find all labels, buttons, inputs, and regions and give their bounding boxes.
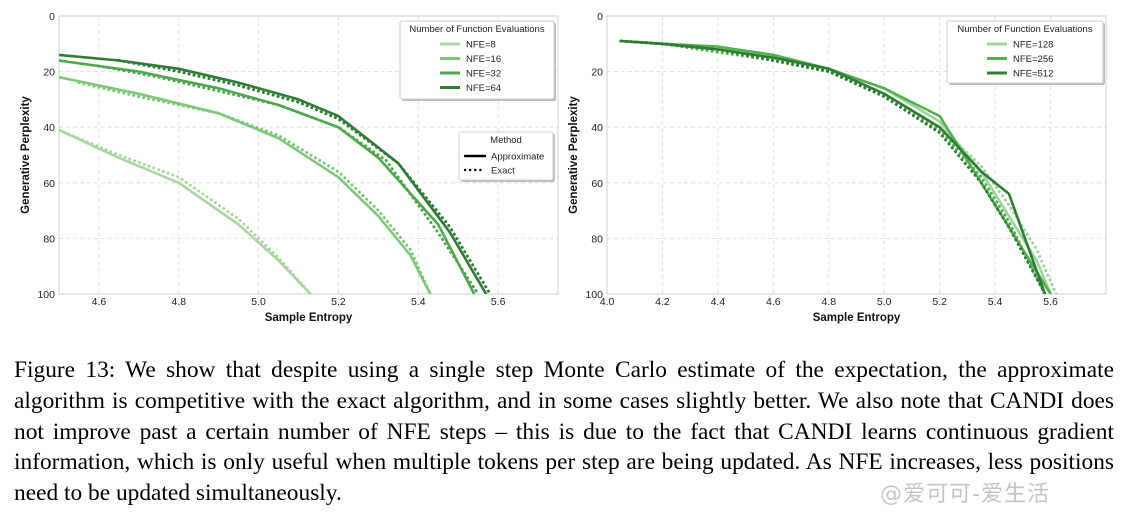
y-axis-label: Generative Perplexity <box>568 96 580 214</box>
x-tick-label: 4.0 <box>600 296 615 308</box>
x-tick-label: 4.8 <box>821 296 836 308</box>
y-tick-label: 60 <box>43 178 55 190</box>
legend-entry-nfe-64: NFE=64 <box>466 83 501 94</box>
series-group <box>59 53 492 294</box>
x-axis-label: Sample Entropy <box>813 312 901 324</box>
y-tick-label: 40 <box>43 122 55 134</box>
series-line-nfe-16-exact <box>77 81 432 294</box>
legend-entry-nfe-8: NFE=8 <box>466 40 496 51</box>
x-axis-label: Sample Entropy <box>265 312 353 324</box>
watermark: @爱可可-爱生活 <box>880 482 1050 507</box>
legend-entry-approximate: Approximate <box>491 152 544 163</box>
y-tick-label: 0 <box>597 11 603 23</box>
y-tick-label: 100 <box>37 289 55 301</box>
legend-method: Method Approximate Exact <box>458 131 555 182</box>
legend-entry-exact: Exact <box>491 166 515 177</box>
x-tick-label: 4.8 <box>171 296 186 308</box>
legend-title: Number of Function Evaluations <box>409 24 544 35</box>
legend-title: Method <box>490 135 522 146</box>
series-line-nfe-256-approximate <box>619 39 1052 294</box>
series-line-nfe-8-exact <box>59 128 312 294</box>
series-line-nfe-512-exact <box>619 39 1047 294</box>
legend-title: Number of Function Evaluations <box>957 24 1092 35</box>
series-line-nfe-32-approximate <box>59 59 476 294</box>
series-group <box>619 39 1058 294</box>
y-tick-label: 20 <box>591 67 603 79</box>
plot-frame <box>606 15 1107 295</box>
x-tick-label: 5.2 <box>331 296 346 308</box>
legend-box <box>458 131 554 181</box>
x-tick-label: 4.6 <box>92 296 107 308</box>
y-tick-label: 0 <box>49 11 55 23</box>
legend-box <box>399 20 555 100</box>
x-tick-label: 5.6 <box>491 296 506 308</box>
y-tick-label: 80 <box>591 233 603 245</box>
x-tick-label: 5.4 <box>988 296 1003 308</box>
series-line-nfe-32-exact <box>97 64 480 294</box>
y-tick-label: 100 <box>585 289 603 301</box>
series-line-nfe-16-approximate <box>59 75 432 294</box>
figure-caption: Figure 13: We show that despite using a … <box>14 357 1114 507</box>
legend-entry-nfe-32: NFE=32 <box>466 69 501 80</box>
legend-entry-nfe-16: NFE=16 <box>466 54 501 65</box>
x-tick-label: 4.4 <box>711 296 726 308</box>
figure-charts: 0 20 40 60 80 100 4.6 4.8 5.0 5.2 5.4 5.6 Sample Ent… <box>20 11 1107 324</box>
x-tick-label: 5.0 <box>877 296 892 308</box>
x-tick-label: 5.2 <box>932 296 947 308</box>
chart-left: 0 20 40 60 80 100 4.6 4.8 5.0 5.2 5.4 5.6 Sample Ent… <box>20 11 559 324</box>
legend-entry-nfe-512: NFE=512 <box>1013 69 1053 80</box>
series-line-nfe-64-exact <box>117 59 492 294</box>
legend-box <box>946 20 1104 84</box>
plot-frame <box>58 15 559 295</box>
y-axis-label: Generative Perplexity <box>20 96 32 214</box>
x-tick-label: 4.6 <box>766 296 781 308</box>
x-tick-label: 4.2 <box>655 296 670 308</box>
y-tick-label: 20 <box>43 67 55 79</box>
series-line-nfe-8-approximate <box>59 128 312 294</box>
legend-nfe: Number of Function Evaluations NFE=128 NFE… <box>946 20 1105 85</box>
legend-entry-nfe-256: NFE=256 <box>1013 54 1053 65</box>
legend-nfe: Number of Function Evaluations NFE=8 NFE=1… <box>399 20 556 101</box>
series-line-nfe-512-approximate <box>619 39 1047 294</box>
legend-entry-nfe-128: NFE=128 <box>1013 40 1053 51</box>
x-tick-label: 5.4 <box>411 296 426 308</box>
y-tick-label: 40 <box>591 122 603 134</box>
x-tick-label: 5.0 <box>251 296 266 308</box>
y-tick-label: 60 <box>591 178 603 190</box>
y-tick-label: 80 <box>43 233 55 245</box>
x-tick-label: 5.6 <box>1043 296 1058 308</box>
